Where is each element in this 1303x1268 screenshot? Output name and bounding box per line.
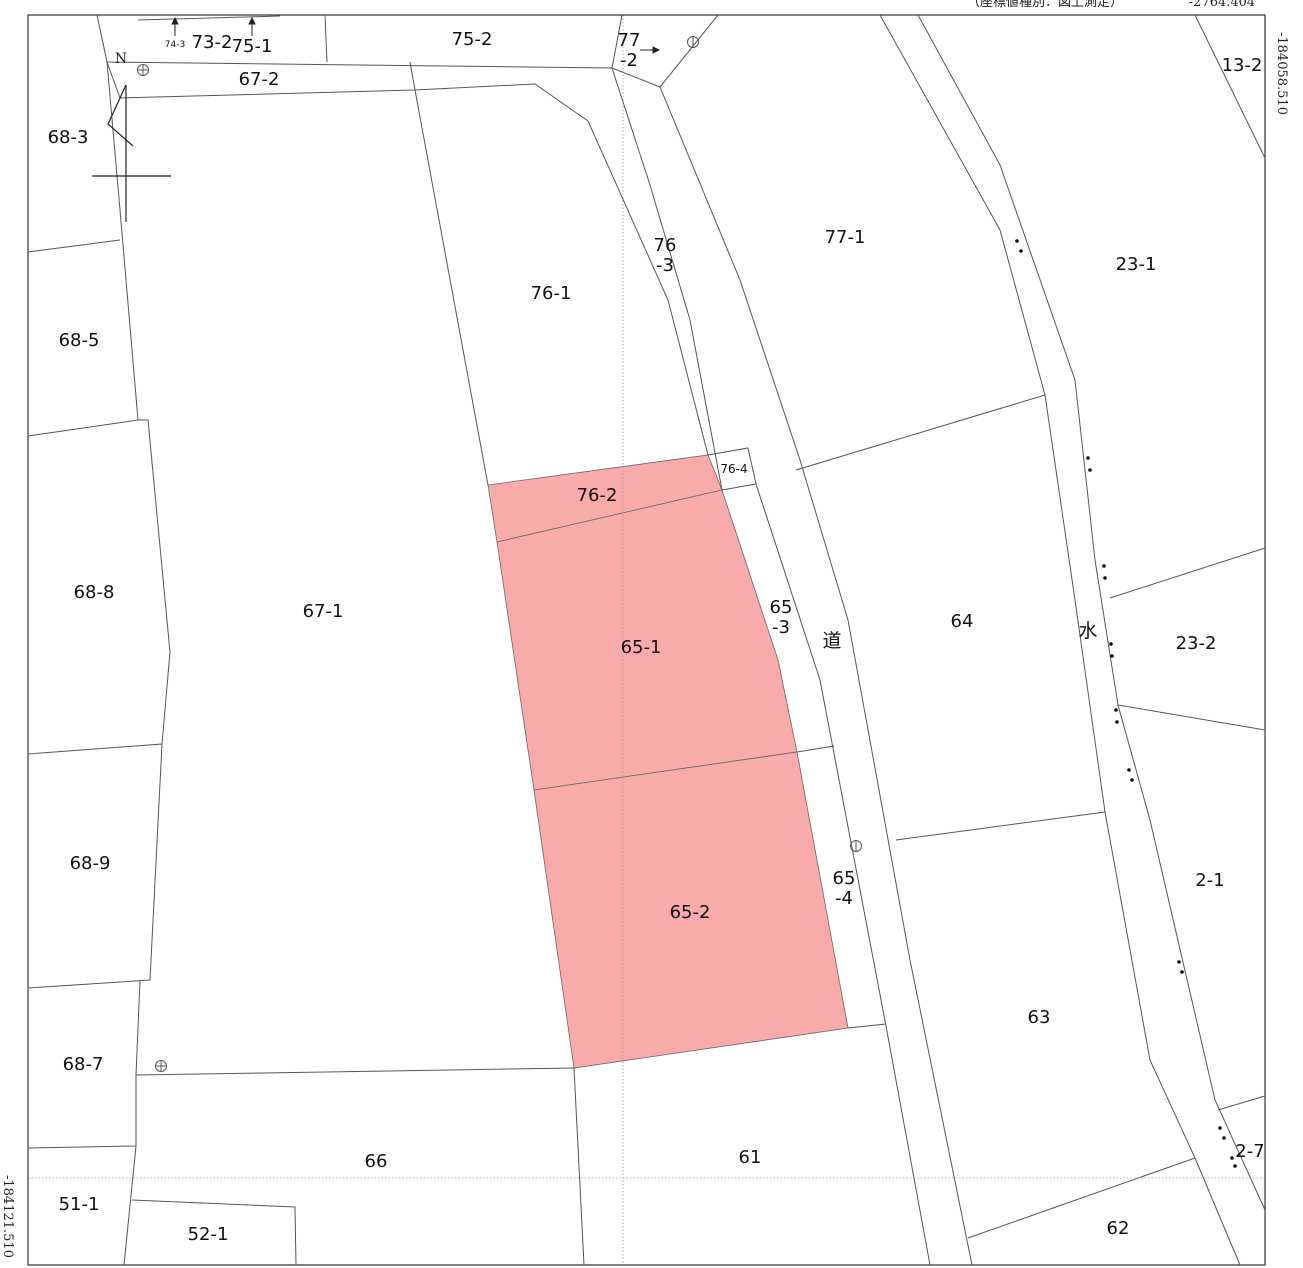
parcel-label: -3 [772,617,790,638]
benchmark-icon [137,64,149,76]
parcel-label: 75-2 [452,29,493,50]
coord-left: -184121.510 [0,1175,15,1258]
parcel-label: 77 [618,30,641,51]
parcel-label: -2 [620,50,638,71]
parcel-label: 66 [365,1151,388,1172]
road-label: 道 [822,630,841,652]
coord-right: -184058.510 [1274,32,1289,115]
map-frame [27,14,1266,1266]
parcel-label: 65-2 [670,902,711,923]
boundary-markers [1015,239,1237,1168]
parcel-label: 61 [739,1147,762,1168]
parcel-label: 2-7 [1235,1141,1264,1162]
parcel-label: 51-1 [59,1194,100,1215]
benchmark-icon [155,1060,167,1072]
parcel-label: 65 [770,597,793,618]
parcel-label: 68-9 [70,853,111,874]
parcel-label: 67-2 [239,69,280,90]
parcel-label: 77-1 [825,227,866,248]
parcel-label: 13-2 [1222,55,1263,76]
parcel-label: 73-2 [192,32,233,53]
north-arrow-icon [92,84,171,222]
parcel-label: 75-1 [232,36,273,57]
benchmark-icon [850,840,862,852]
parcel-label: 68-8 [74,582,115,603]
parcel-label: 67-1 [303,601,344,622]
parcel-label: 64 [951,611,974,632]
parcel-label: 68-7 [63,1054,104,1075]
water-label: 水 [1078,620,1097,642]
leader-arrows [171,16,661,54]
parcel-label: 52-1 [188,1224,229,1245]
north-label: N [115,51,127,67]
parcel-label: 62 [1107,1218,1130,1239]
parcel-label: 68-3 [48,127,89,148]
highlighted-parcels[interactable] [487,454,849,1069]
benchmark-symbols [137,36,862,1072]
parcel-label: 76-1 [531,283,572,304]
parcel-label: 76 [654,235,677,256]
parcel-label: 23-2 [1176,633,1217,654]
parcel-label: 2-1 [1195,870,1224,891]
highlight-65-1[interactable] [496,489,798,791]
parcel-boundaries [27,14,1266,1266]
header-note: （座標値種別：図上測定） [967,0,1123,10]
parcel-label: -4 [835,888,853,909]
benchmark-icon [687,36,699,48]
parcel-label: 65-1 [621,637,662,658]
header-value: -2764.404 [1189,0,1255,10]
parcel-label: 65 [833,868,856,889]
parcel-label: 68-5 [59,330,100,351]
parcel-label: 76-4 [720,462,747,476]
parcel-label: 76-2 [577,485,618,506]
parcel-label: 74-3 [165,40,185,50]
parcel-label: -3 [656,255,674,276]
parcel-label: 23-1 [1116,254,1157,275]
parcel-labels: 73-2 74-3 75-1 75-2 77 -2 67-2 68-3 68-5… [48,29,1265,1245]
parcel-label: 63 [1028,1007,1051,1028]
